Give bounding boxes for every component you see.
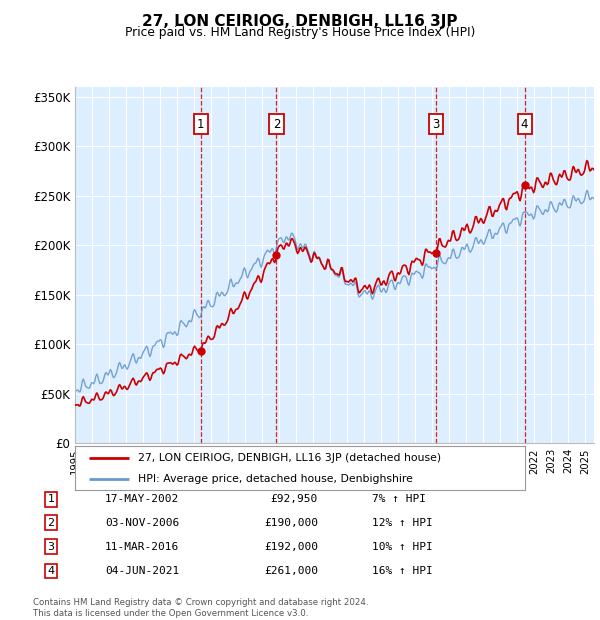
Text: 7% ↑ HPI: 7% ↑ HPI (372, 494, 426, 504)
Text: 4: 4 (521, 118, 529, 131)
Text: 2: 2 (47, 518, 55, 528)
Text: HPI: Average price, detached house, Denbighshire: HPI: Average price, detached house, Denb… (138, 474, 413, 484)
Text: 03-NOV-2006: 03-NOV-2006 (105, 518, 179, 528)
Text: £92,950: £92,950 (271, 494, 318, 504)
Text: 1: 1 (47, 494, 55, 504)
Text: 27, LON CEIRIOG, DENBIGH, LL16 3JP: 27, LON CEIRIOG, DENBIGH, LL16 3JP (142, 14, 458, 29)
Text: 04-JUN-2021: 04-JUN-2021 (105, 566, 179, 576)
Text: 3: 3 (432, 118, 439, 131)
Text: £190,000: £190,000 (264, 518, 318, 528)
Text: 2: 2 (273, 118, 280, 131)
Text: 10% ↑ HPI: 10% ↑ HPI (372, 542, 433, 552)
Text: £261,000: £261,000 (264, 566, 318, 576)
Text: 27, LON CEIRIOG, DENBIGH, LL16 3JP (detached house): 27, LON CEIRIOG, DENBIGH, LL16 3JP (deta… (138, 453, 441, 463)
Text: 11-MAR-2016: 11-MAR-2016 (105, 542, 179, 552)
Text: 4: 4 (47, 566, 55, 576)
Text: 17-MAY-2002: 17-MAY-2002 (105, 494, 179, 504)
Text: £192,000: £192,000 (264, 542, 318, 552)
Text: 16% ↑ HPI: 16% ↑ HPI (372, 566, 433, 576)
Text: Contains HM Land Registry data © Crown copyright and database right 2024.
This d: Contains HM Land Registry data © Crown c… (33, 598, 368, 618)
Text: 3: 3 (47, 542, 55, 552)
Text: 12% ↑ HPI: 12% ↑ HPI (372, 518, 433, 528)
Text: 1: 1 (197, 118, 205, 131)
Text: Price paid vs. HM Land Registry's House Price Index (HPI): Price paid vs. HM Land Registry's House … (125, 26, 475, 39)
